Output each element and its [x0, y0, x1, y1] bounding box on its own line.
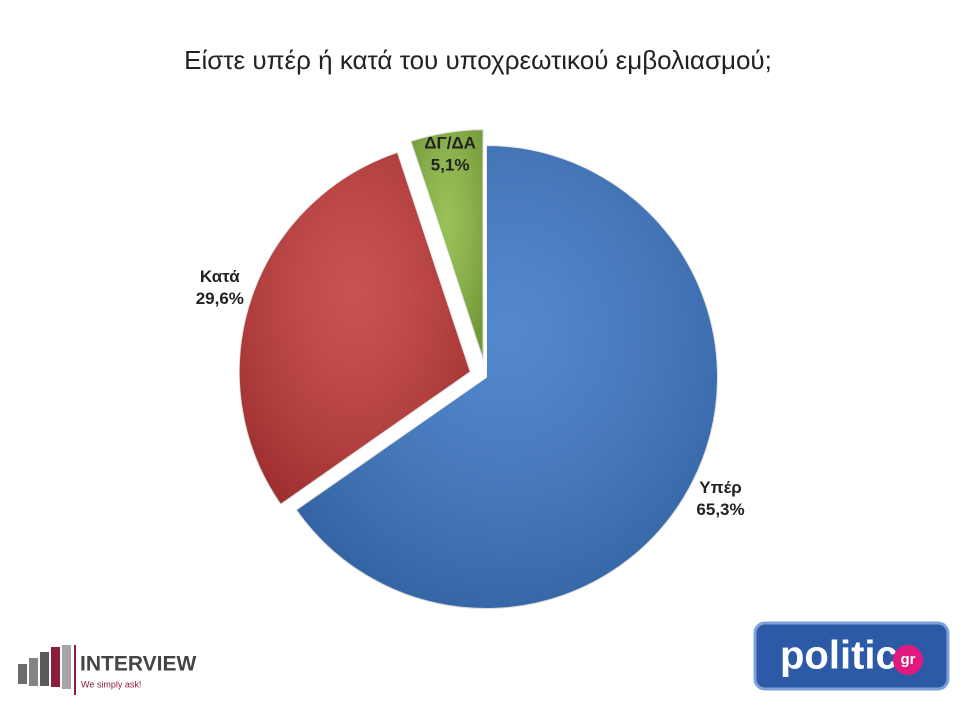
slice-category: Υπέρ — [699, 478, 742, 497]
interview-name: INTERVIEW — [80, 653, 196, 676]
politic-logo: politic gr — [753, 621, 950, 691]
slice-shade — [410, 129, 484, 362]
interview-tagline: We simply ask! — [81, 679, 141, 689]
politic-name: politic — [780, 634, 898, 678]
slice-shade — [238, 151, 471, 505]
politic-suffix: gr — [901, 651, 916, 668]
slice-value-label: 29,6% — [196, 289, 244, 308]
slice-shade — [295, 145, 719, 609]
slice-value-label: 65,3% — [696, 500, 744, 519]
slice-category: ΔΓ/ΔΑ — [424, 134, 476, 153]
pie: Υπέρ 65,3% Κατά 29,6% ΔΓ/ΔΑ 5,1% — [196, 128, 745, 610]
slice-value-label: 5,1% — [431, 156, 470, 175]
chart-title: Είστε υπέρ ή κατά του υποχρεωτικού εμβολ… — [184, 45, 772, 75]
interview-logo: INTERVIEW We simply ask! — [18, 645, 196, 695]
slice-category: Κατά — [200, 267, 240, 286]
